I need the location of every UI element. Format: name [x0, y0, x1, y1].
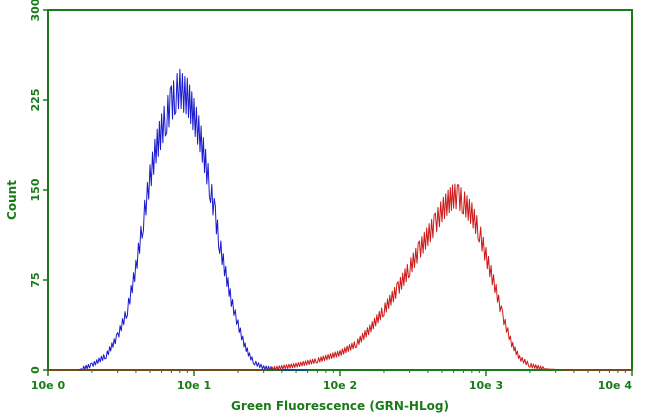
series-line-2 [48, 183, 632, 371]
y-tick-label: 300 [29, 0, 42, 21]
y-tick-label: 150 [29, 178, 42, 201]
x-tick-label: 10e 3 [469, 379, 503, 392]
y-tick-label: 75 [29, 272, 42, 287]
series-line-1 [48, 68, 308, 371]
series-layer [48, 68, 632, 371]
y-tick-label: 225 [29, 89, 42, 112]
y-tick-label: 0 [29, 366, 42, 374]
x-tick-label: 10e 1 [177, 379, 211, 392]
x-tick-label: 10e 0 [31, 379, 66, 392]
x-tick-label: 10e 2 [323, 379, 357, 392]
x-axis: 10e 0 10e 1 10e 2 10e 3 10e 4 [31, 370, 633, 392]
x-tick-label: 10e 4 [598, 379, 633, 392]
y-axis: 0 75 150 225 300 [29, 0, 48, 374]
y-axis-title: Count [5, 180, 19, 220]
plot-area-frame [47, 9, 633, 371]
x-axis-title: Green Fluorescence (GRN-HLog) [231, 399, 449, 413]
